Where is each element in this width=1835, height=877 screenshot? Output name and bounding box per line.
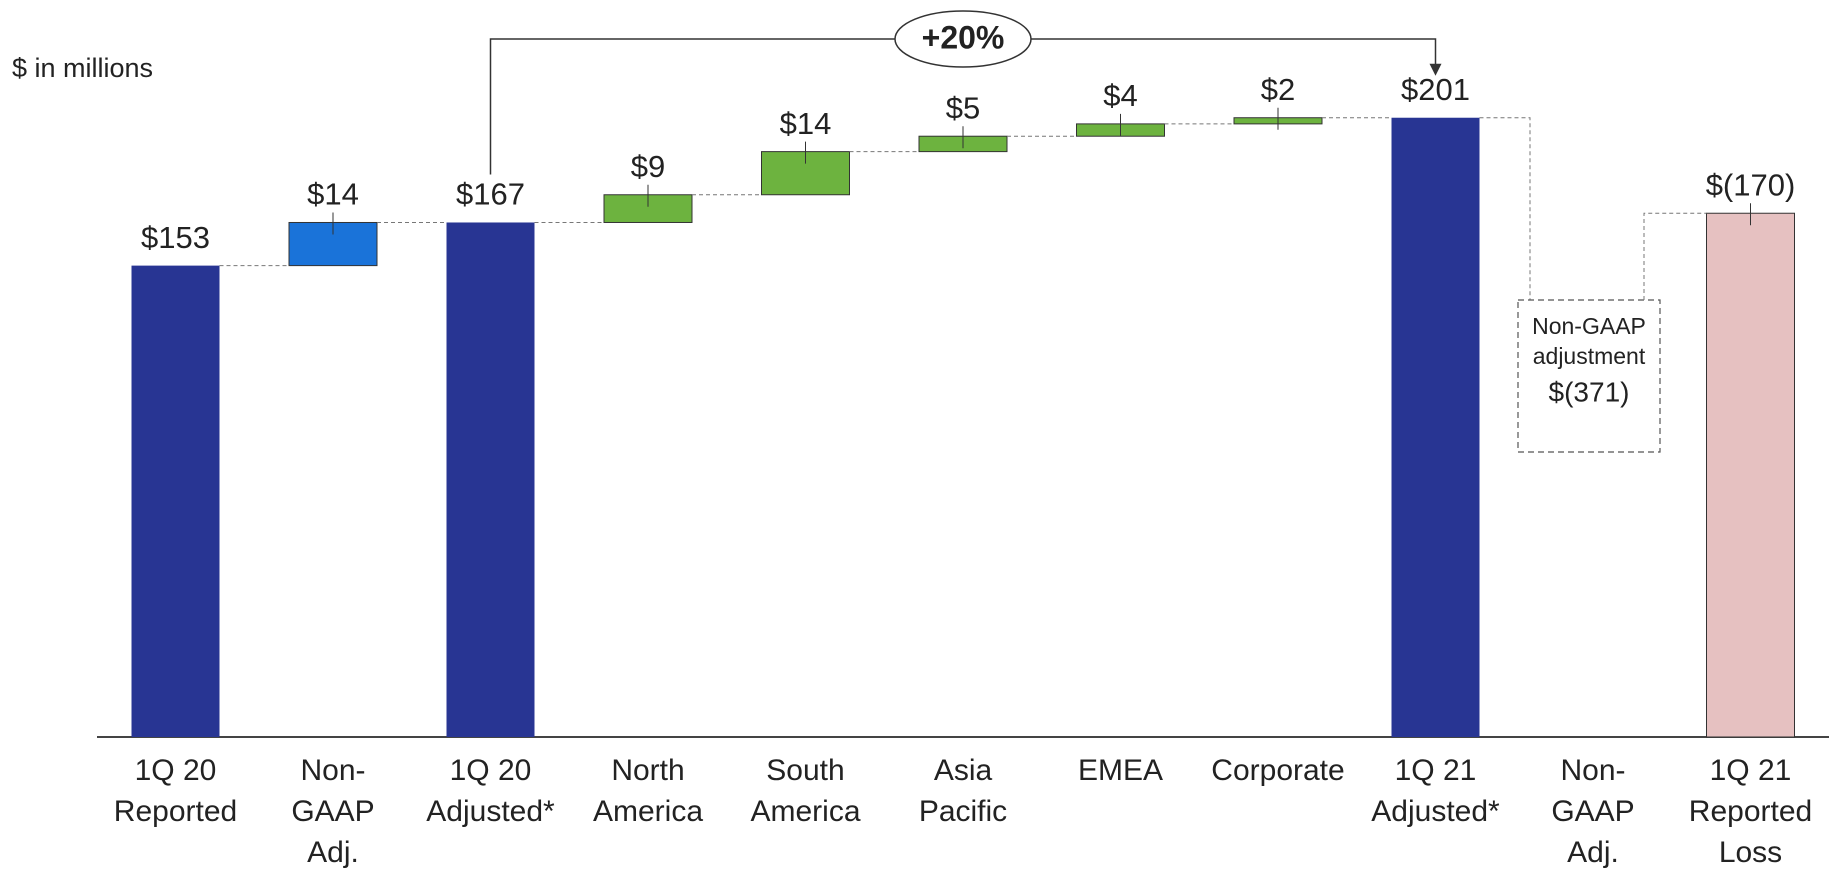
adjustment-label: Non-GAAP bbox=[1532, 313, 1646, 339]
x-tick-label: Corporate bbox=[1211, 754, 1344, 787]
x-tick-label: 1Q 21 bbox=[1710, 754, 1792, 787]
adjustment-box bbox=[1517, 299, 1661, 453]
x-tick-label: Loss bbox=[1719, 836, 1782, 869]
value-label: $153 bbox=[141, 220, 210, 255]
connector bbox=[1643, 212, 1707, 300]
adjustment-label: adjustment bbox=[1533, 343, 1646, 369]
x-tick-label: Adj. bbox=[1567, 836, 1619, 869]
value-label: $167 bbox=[456, 177, 525, 212]
x-tick-label: North bbox=[611, 754, 684, 787]
value-label: $4 bbox=[1103, 78, 1137, 113]
arrow-head bbox=[1429, 63, 1442, 76]
bar bbox=[446, 222, 535, 737]
x-tick-label: EMEA bbox=[1078, 754, 1163, 787]
value-label: $14 bbox=[307, 177, 359, 212]
x-tick-label: GAAP bbox=[1551, 795, 1634, 828]
value-label: $(371) bbox=[1549, 376, 1630, 407]
x-tick-label: Reported bbox=[1689, 795, 1812, 828]
x-tick-label: America bbox=[593, 795, 703, 828]
value-label: $9 bbox=[631, 149, 665, 184]
bar bbox=[131, 265, 220, 737]
x-tick-label: 1Q 20 bbox=[450, 754, 532, 787]
value-label: $201 bbox=[1401, 72, 1470, 107]
x-tick-label: 1Q 20 bbox=[135, 754, 217, 787]
x-tick-label: Reported bbox=[114, 795, 237, 828]
x-tick-label: Adj. bbox=[307, 836, 359, 869]
x-tick-label: South bbox=[766, 754, 844, 787]
x-tick-label: Adjusted* bbox=[426, 795, 555, 828]
x-tick-label: Non- bbox=[1560, 754, 1625, 787]
x-tick-label: America bbox=[750, 795, 860, 828]
x-tick-label: Pacific bbox=[919, 795, 1007, 828]
subtitle: $ in millions bbox=[12, 53, 153, 83]
bar bbox=[1391, 117, 1480, 737]
x-tick-label: Adjusted* bbox=[1371, 795, 1500, 828]
bar bbox=[1706, 212, 1795, 738]
growth-ellipse bbox=[894, 10, 1032, 68]
value-label: $(170) bbox=[1706, 167, 1796, 202]
x-tick-label: GAAP bbox=[291, 795, 374, 828]
growth-label: +20% bbox=[922, 19, 1005, 55]
x-tick-label: Non- bbox=[300, 754, 365, 787]
value-label: $2 bbox=[1261, 72, 1295, 107]
x-tick-label: 1Q 21 bbox=[1395, 754, 1477, 787]
x-tick-label: Asia bbox=[934, 754, 993, 787]
value-label: $5 bbox=[946, 90, 980, 125]
connector bbox=[1479, 117, 1531, 300]
value-label: $14 bbox=[780, 106, 832, 141]
